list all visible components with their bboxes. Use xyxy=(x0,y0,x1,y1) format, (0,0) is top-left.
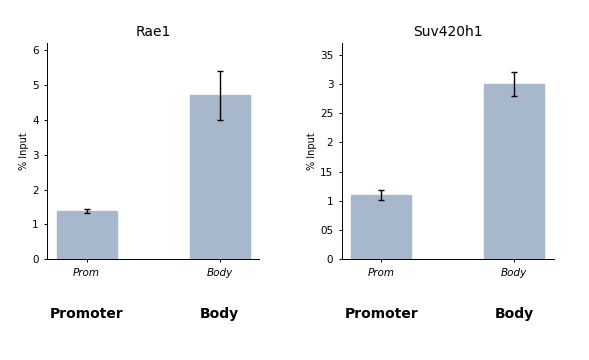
Title: Rae1: Rae1 xyxy=(135,25,171,39)
Y-axis label: % Input: % Input xyxy=(307,132,317,170)
Title: Suv420h1: Suv420h1 xyxy=(413,25,482,39)
Text: Body: Body xyxy=(495,307,534,321)
Bar xyxy=(484,84,544,259)
Text: Body: Body xyxy=(200,307,239,321)
Bar xyxy=(57,211,117,259)
Text: Promoter: Promoter xyxy=(345,307,418,321)
Bar xyxy=(190,95,250,259)
Y-axis label: % Input: % Input xyxy=(19,132,29,170)
Bar xyxy=(351,195,411,259)
Text: Promoter: Promoter xyxy=(50,307,124,321)
